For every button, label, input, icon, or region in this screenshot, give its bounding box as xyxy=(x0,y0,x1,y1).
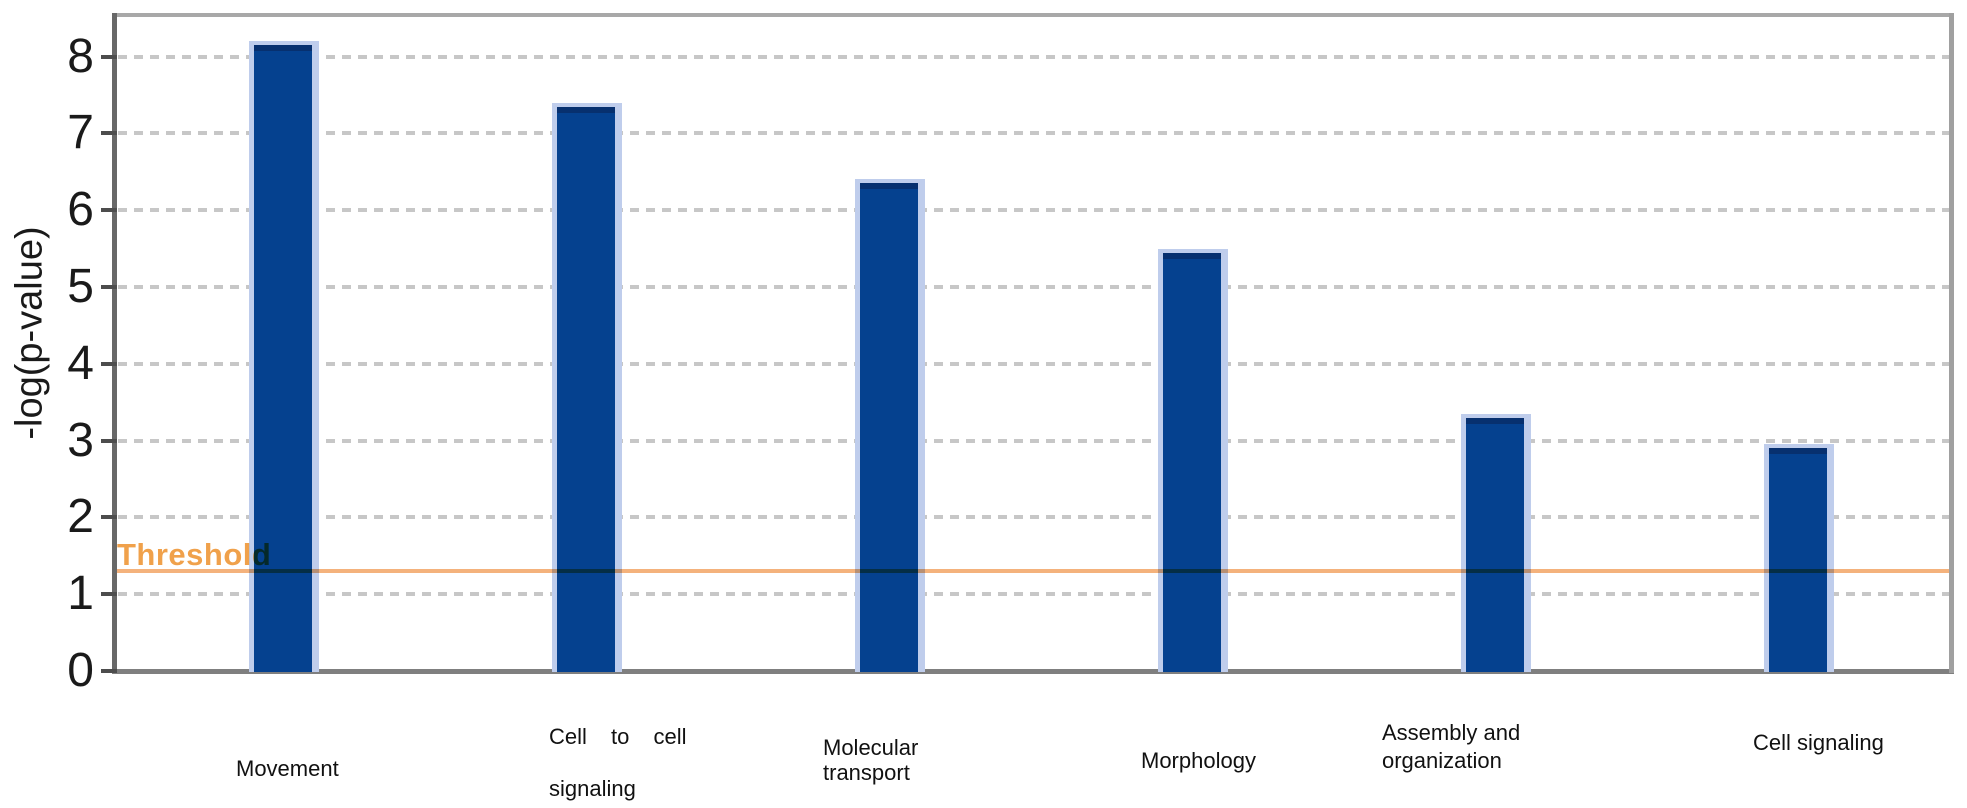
gridline-y4 xyxy=(118,361,1949,366)
y-tick-label-1: 1 xyxy=(67,567,94,621)
x-axis-line xyxy=(112,669,1954,674)
bar-morphology xyxy=(1158,248,1228,672)
gridline-y7 xyxy=(118,131,1949,136)
y-axis-line xyxy=(112,13,117,673)
bar-assembly-and-organization xyxy=(1461,413,1531,672)
category-label-assembly-and-organization: Assembly and organization xyxy=(1382,720,1520,773)
category-label-cell-signaling: Cell signaling xyxy=(1753,730,1884,755)
y-tick-mark-1 xyxy=(101,592,117,597)
y-tick-label-6: 6 xyxy=(67,183,94,237)
bar-fill xyxy=(1163,252,1221,672)
category-label-morphology: Morphology xyxy=(1141,748,1256,773)
category-label-molecular-transport: Molecular transport xyxy=(823,735,918,785)
gridline-y8 xyxy=(118,54,1949,59)
plot-border-right xyxy=(1949,13,1954,673)
gridline-y3 xyxy=(118,438,1949,443)
category-label-line: Movement xyxy=(236,756,339,781)
y-tick-mark-8 xyxy=(101,54,117,59)
bar-cell-signaling xyxy=(1764,444,1834,672)
y-tick-mark-4 xyxy=(101,361,117,366)
bar-fill xyxy=(1769,448,1827,672)
category-label-line: Morphology xyxy=(1141,748,1256,773)
category-label-movement: Movement xyxy=(236,756,339,781)
y-tick-mark-2 xyxy=(101,515,117,520)
y-tick-label-2: 2 xyxy=(67,490,94,544)
bar-cell-to-cell-signaling xyxy=(552,102,622,672)
category-label-line: signaling xyxy=(549,776,636,801)
y-tick-label-4: 4 xyxy=(67,336,94,390)
y-tick-label-5: 5 xyxy=(67,260,94,313)
category-label-line: Cell to cell xyxy=(549,724,687,749)
y-tick-label-7: 7 xyxy=(67,106,94,160)
threshold-label: Threshold xyxy=(117,537,272,572)
y-tick-mark-6 xyxy=(101,208,117,213)
bar-molecular-transport xyxy=(855,179,925,672)
y-tick-label-8: 8 xyxy=(67,29,94,83)
gridline-y5 xyxy=(118,285,1949,289)
y-tick-mark-3 xyxy=(101,438,117,443)
category-label-line: transport xyxy=(823,760,910,785)
category-label-line: Assembly and xyxy=(1382,720,1521,745)
y-tick-mark-0 xyxy=(101,669,117,673)
bar-movement xyxy=(249,41,319,672)
plot-border-top xyxy=(116,13,1954,17)
bar-fill xyxy=(1466,417,1524,672)
gridline-y1 xyxy=(118,592,1949,597)
y-tick-label-0: 0 xyxy=(67,644,94,697)
y-tick-mark-7 xyxy=(101,131,117,136)
category-label-cell-to-cell-signaling: Cell to cell signaling xyxy=(549,724,686,801)
bar-fill xyxy=(860,183,918,672)
bar-fill xyxy=(557,106,615,672)
category-label-line: Molecular xyxy=(823,735,919,760)
category-label-line: Cell signaling xyxy=(1753,730,1884,755)
threshold-line xyxy=(117,569,1953,574)
y-tick-label-3: 3 xyxy=(67,413,94,467)
y-axis-title: -log(p-value) xyxy=(8,226,51,440)
gridline-y2 xyxy=(118,515,1949,520)
gridline-y6 xyxy=(118,208,1949,213)
bar-fill xyxy=(254,45,312,672)
category-label-line: organization xyxy=(1382,748,1502,773)
y-tick-mark-5 xyxy=(101,285,117,289)
